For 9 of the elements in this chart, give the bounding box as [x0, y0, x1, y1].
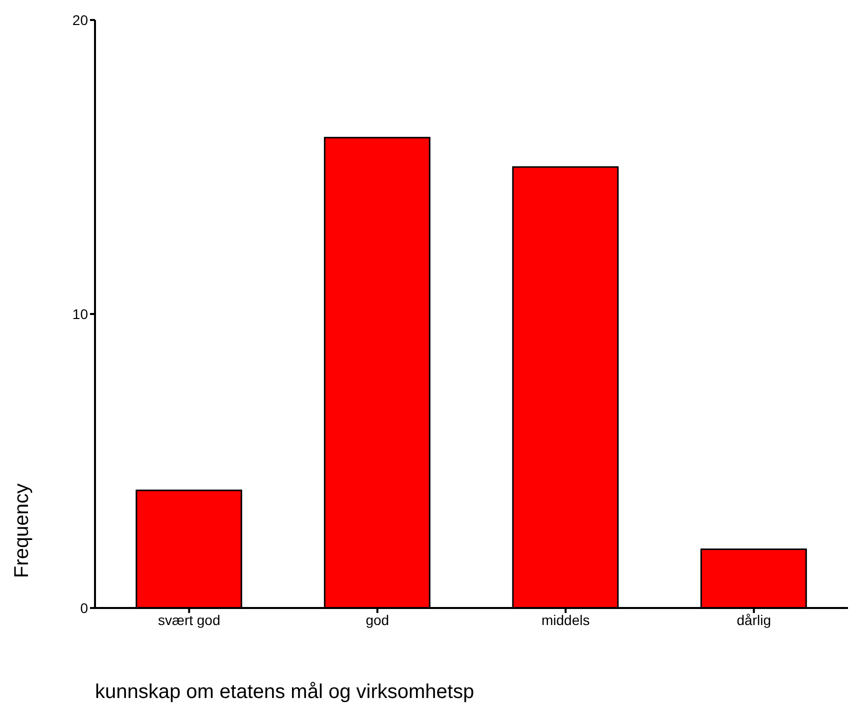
y-tick-label: 20 [72, 12, 88, 28]
x-tick-label: dårlig [736, 612, 771, 628]
y-tick-label: 10 [72, 306, 88, 322]
x-tick-label: svært god [158, 612, 220, 628]
y-axis-title: Frequency [11, 484, 33, 578]
x-axis-title: kunnskap om etatens mål og virksomhetsp [95, 681, 474, 703]
x-tick-label: god [366, 612, 390, 628]
y-tick-label: 0 [80, 600, 88, 616]
x-tick-label: middels [542, 612, 590, 628]
